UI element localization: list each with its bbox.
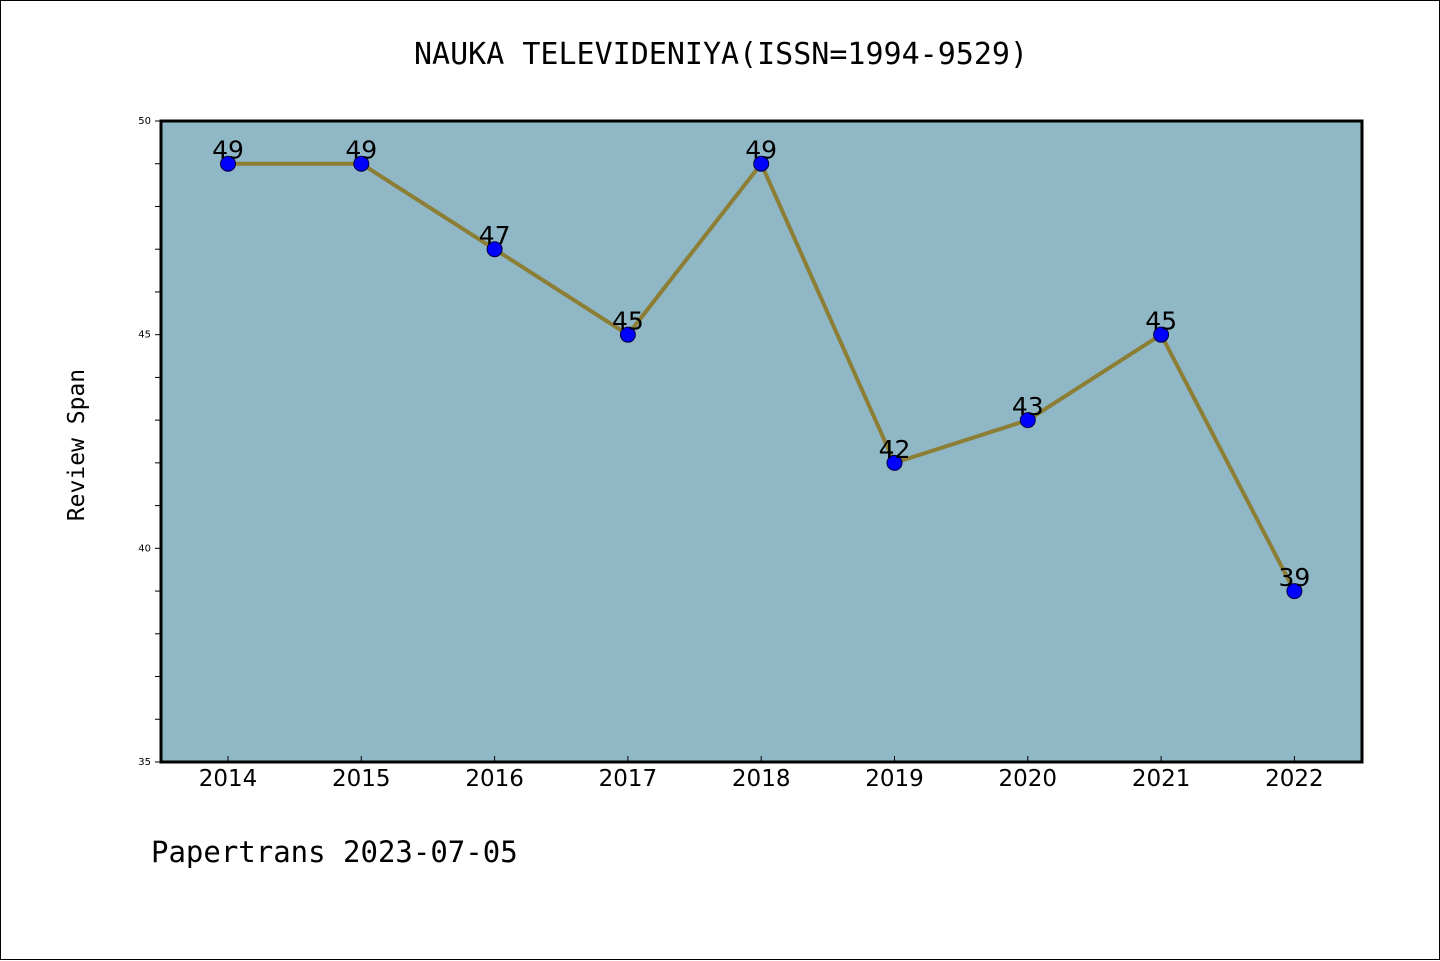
x-tick-label: 2020 [999, 766, 1058, 792]
data-labels: 49 49 47 45 49 42 43 45 39 [212, 136, 1310, 592]
x-tick-label: 2017 [599, 766, 658, 792]
data-label: 43 [1012, 392, 1044, 421]
y-tick-label: 40 [138, 543, 151, 554]
x-tick-label: 2018 [732, 766, 791, 792]
data-label: 49 [212, 136, 244, 165]
data-label: 39 [1278, 563, 1310, 592]
data-point-marker [753, 155, 770, 172]
data-point-marker [1019, 412, 1036, 429]
data-label: 45 [612, 307, 644, 336]
data-label: 42 [879, 435, 911, 464]
data-point-marker [886, 454, 903, 471]
data-label: 47 [479, 221, 511, 250]
y-tick-label: 35 [138, 757, 151, 768]
data-point-marker [486, 241, 503, 258]
plot-area [161, 121, 1362, 762]
data-label: 49 [745, 136, 777, 165]
x-axis-ticks: 2014 2015 2016 2017 2018 2019 2020 2021 2022 [199, 756, 1324, 792]
x-tick-label: 2015 [332, 766, 391, 792]
data-label: 49 [345, 136, 377, 165]
data-point-marker [1153, 326, 1170, 343]
x-tick-label: 2014 [199, 766, 258, 792]
y-axis-ticks: 35 40 45 50 [138, 116, 161, 768]
chart-title: NAUKA TELEVIDENIYA(ISSN=1994-9529) [413, 37, 1029, 72]
footer-credit: Papertrans 2023-07-05 [151, 835, 518, 869]
data-point-marker [353, 155, 370, 172]
plot-border [159, 119, 1364, 764]
x-tick-label: 2021 [1132, 766, 1191, 792]
x-tick-label: 2019 [865, 766, 924, 792]
data-point-marker [220, 155, 236, 172]
data-markers [220, 155, 1303, 600]
y-tick-label: 50 [138, 116, 151, 127]
y-tick-label: 45 [138, 330, 151, 341]
x-tick-label: 2022 [1265, 766, 1324, 792]
data-point-marker [1286, 583, 1303, 600]
data-label: 45 [1145, 307, 1177, 336]
data-point-marker [619, 326, 636, 343]
x-tick-label: 2016 [465, 766, 524, 792]
